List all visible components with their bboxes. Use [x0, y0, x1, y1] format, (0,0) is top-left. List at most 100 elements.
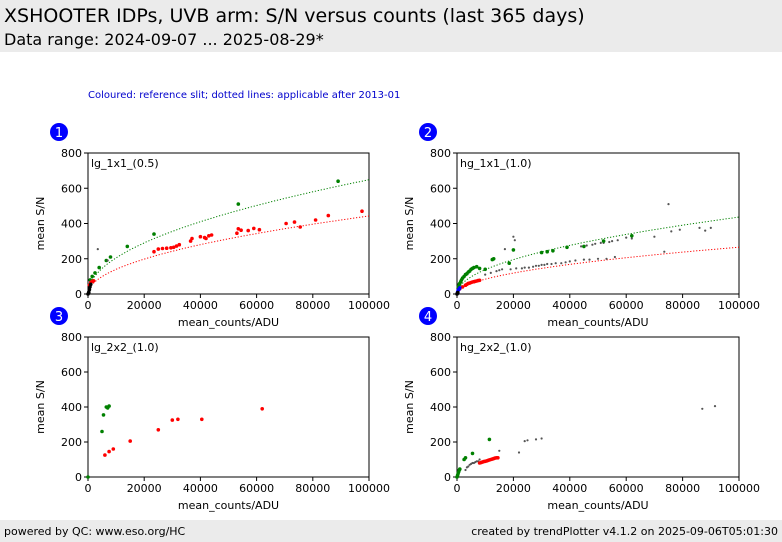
data-point-grey: [464, 468, 467, 472]
data-point-grey: [484, 273, 487, 276]
data-point-grey: [520, 267, 524, 270]
data-point-red: [460, 285, 465, 289]
data-point-green: [336, 179, 340, 183]
fit-curve-red: [457, 246, 739, 294]
data-point-grey: [588, 258, 591, 261]
y-tick-label: 600: [430, 182, 451, 195]
data-point-grey: [568, 260, 571, 263]
data-point-grey: [537, 264, 540, 267]
footer-bar: powered by QC: www.eso.org/HC created by…: [0, 520, 782, 542]
data-point-grey: [585, 244, 588, 247]
y-tick-label: 800: [430, 331, 451, 344]
data-point-red: [111, 447, 116, 451]
data-point-grey: [670, 230, 673, 233]
data-point-green: [86, 475, 90, 479]
data-point-grey: [709, 226, 712, 229]
y-tick-label: 600: [61, 182, 82, 195]
data-point-red: [207, 234, 211, 238]
fit-curve-green: [457, 216, 739, 294]
data-point-blue: [458, 286, 462, 290]
data-point-red: [477, 278, 482, 283]
panel-number-badge: [50, 307, 68, 325]
data-point-red: [496, 456, 500, 460]
data-point-red: [176, 417, 180, 422]
data-point-green: [511, 248, 516, 252]
data-point-red: [236, 227, 241, 231]
data-point-grey: [540, 263, 543, 266]
panel-label: hg_2x2_(1.0): [460, 341, 532, 354]
panel-number-badge: [50, 123, 68, 141]
data-point-green: [470, 451, 475, 456]
data-point-grey: [495, 270, 498, 273]
x-axis-label: mean_counts/ADU: [178, 316, 279, 329]
data-point-grey: [523, 266, 526, 269]
data-point-red: [298, 225, 303, 229]
data-point-grey: [512, 235, 515, 238]
panel-number-badge: [419, 307, 437, 325]
y-axis-label: mean S/N: [403, 380, 416, 434]
panel-label: hg_1x1_(1.0): [460, 157, 532, 170]
data-point-green: [551, 249, 555, 253]
x-tick-label: 80000: [665, 299, 700, 312]
plots-area: 0 20000 40000 60000 80000 1000000200400600800…: [34, 123, 760, 512]
x-tick-label: 40000: [552, 299, 587, 312]
data-point-grey: [599, 241, 602, 244]
x-axis-label: mean_counts/ADU: [547, 316, 648, 329]
data-point-grey: [704, 229, 707, 232]
x-tick-label: 20000: [496, 482, 531, 495]
data-point-grey: [509, 268, 512, 271]
data-point-grey: [501, 268, 504, 271]
data-point-green: [474, 264, 479, 269]
data-point-red: [152, 249, 156, 254]
data-point-green: [472, 265, 476, 270]
x-tick-label: 100000: [718, 299, 760, 312]
data-point-red: [239, 228, 243, 232]
data-point-grey: [560, 262, 563, 265]
data-point-red: [326, 213, 331, 218]
x-tick-label: 60000: [609, 299, 644, 312]
data-point-green: [108, 255, 113, 259]
data-point-grey: [534, 264, 538, 267]
data-point-green: [582, 244, 586, 249]
data-point-red: [128, 439, 132, 443]
y-tick-label: 600: [61, 366, 82, 379]
data-point-red: [198, 234, 203, 239]
data-point-green: [125, 244, 130, 249]
x-tick-label: 40000: [183, 482, 218, 495]
data-point-grey: [605, 257, 608, 260]
data-point-red: [260, 407, 265, 411]
data-point-green: [100, 429, 104, 434]
chart-panel-2: 0 20000 40000 60000 80000 100000 0 200 400 600 800…: [403, 123, 760, 329]
x-tick-label: 80000: [665, 482, 700, 495]
data-point-grey: [678, 228, 681, 231]
data-point-green: [152, 232, 156, 236]
x-tick-label: 0: [85, 299, 92, 312]
data-point-grey: [546, 262, 549, 266]
data-point-red: [257, 227, 262, 232]
data-point-red: [174, 244, 179, 248]
data-point-green: [107, 404, 111, 408]
y-tick-label: 400: [430, 401, 451, 414]
data-point-red: [235, 231, 239, 235]
chart-panel-4: 0 20000 40000 60000 80000 100000 0 200 400 600 800…: [403, 307, 760, 512]
fit-curve-red: [88, 215, 369, 294]
page-title: XSHOOTER IDPs, UVB arm: S/N versus count…: [4, 5, 585, 27]
data-point-grey: [503, 248, 506, 251]
data-point-grey: [713, 405, 717, 408]
y-tick-label: 800: [61, 331, 82, 344]
x-tick-label: 40000: [183, 299, 218, 312]
y-tick-label: 0: [444, 288, 451, 301]
data-point-red: [246, 228, 250, 233]
plot-frame: [87, 152, 370, 295]
data-point-grey: [653, 235, 656, 238]
data-point-grey: [532, 265, 535, 268]
data-point-green: [101, 413, 106, 417]
y-tick-label: 400: [430, 218, 451, 231]
data-point-grey: [515, 267, 518, 270]
data-point-red: [209, 233, 214, 237]
data-point-red: [177, 242, 182, 247]
panel-number: 1: [55, 126, 63, 141]
data-point-grey: [540, 437, 543, 440]
panel-number: 4: [424, 310, 432, 325]
data-point-green: [463, 456, 468, 460]
